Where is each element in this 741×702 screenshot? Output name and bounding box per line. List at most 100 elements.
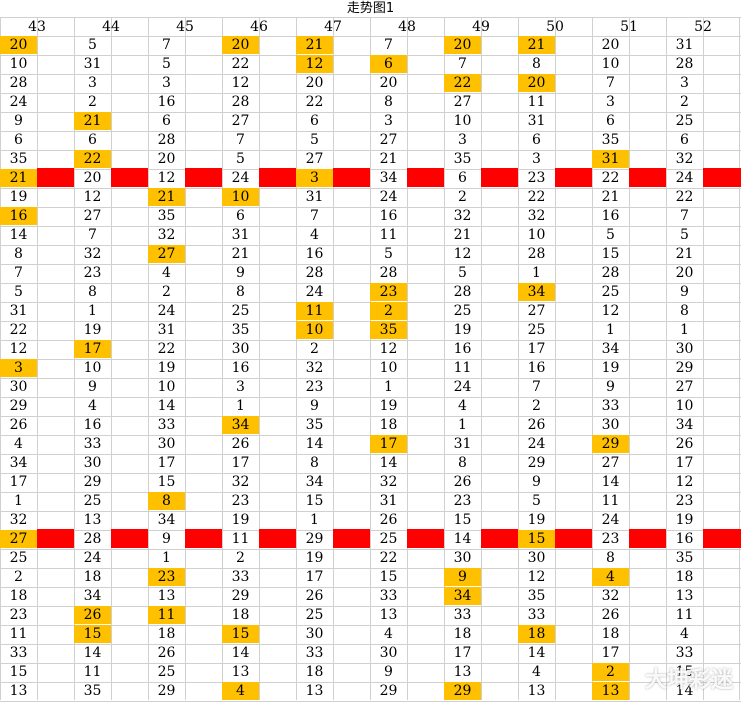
table-cell[interactable]: 26	[9, 417, 28, 433]
table-cell[interactable]: 1	[384, 379, 393, 395]
highlighted-cell[interactable]: 34	[444, 587, 481, 605]
table-cell[interactable]: 4	[310, 227, 319, 243]
table-cell[interactable]: 19	[453, 322, 472, 338]
table-cell[interactable]: 32	[305, 360, 324, 376]
table-cell[interactable]: 13	[453, 664, 472, 680]
table-cell[interactable]: 35	[9, 151, 28, 167]
table-cell[interactable]: 25	[305, 607, 324, 623]
table-cell[interactable]: 16	[231, 360, 250, 376]
table-cell[interactable]: 7	[88, 227, 97, 243]
highlighted-cell[interactable]: 6	[370, 55, 407, 73]
table-cell[interactable]: 20	[379, 75, 398, 91]
table-cell[interactable]: 31	[83, 56, 102, 72]
table-cell[interactable]: 24	[305, 284, 324, 300]
table-cell[interactable]: 17	[157, 455, 176, 471]
table-cell[interactable]: 2	[236, 550, 245, 566]
table-cell[interactable]: 30	[305, 626, 324, 642]
table-cell[interactable]: 9	[680, 284, 689, 300]
table-cell[interactable]: 5	[14, 284, 23, 300]
table-cell[interactable]: 23	[601, 531, 620, 547]
table-cell[interactable]: 17	[675, 455, 694, 471]
table-cell[interactable]: 23	[675, 493, 694, 509]
table-cell[interactable]: 14	[9, 227, 28, 243]
highlighted-cell[interactable]: 15	[222, 625, 259, 643]
table-cell[interactable]: 24	[83, 550, 102, 566]
table-cell[interactable]: 10	[83, 360, 102, 376]
table-cell[interactable]: 2	[532, 398, 541, 414]
table-cell[interactable]: 13	[231, 664, 250, 680]
table-cell[interactable]: 30	[527, 550, 546, 566]
table-cell[interactable]: 15	[453, 512, 472, 528]
table-cell[interactable]: 33	[231, 569, 250, 585]
table-cell[interactable]: 2	[680, 94, 689, 110]
table-cell[interactable]: 18	[231, 607, 250, 623]
table-cell[interactable]: 9	[384, 664, 393, 680]
table-cell[interactable]: 26	[675, 436, 694, 452]
table-cell[interactable]: 11	[675, 607, 694, 623]
highlighted-cell[interactable]: 3	[0, 359, 37, 377]
table-cell[interactable]: 22	[231, 56, 250, 72]
table-cell[interactable]: 35	[305, 417, 324, 433]
table-cell[interactable]: 10	[601, 56, 620, 72]
table-cell[interactable]: 2	[162, 284, 171, 300]
table-cell[interactable]: 5	[606, 227, 615, 243]
highlighted-cell[interactable]: 21	[148, 188, 185, 206]
highlighted-cell[interactable]: 34	[518, 283, 555, 301]
table-cell[interactable]: 10	[453, 113, 472, 129]
table-cell[interactable]: 16	[379, 208, 398, 224]
table-cell[interactable]: 12	[379, 341, 398, 357]
table-cell[interactable]: 1	[680, 322, 689, 338]
table-cell[interactable]: 13	[305, 683, 324, 699]
table-cell[interactable]: 32	[9, 512, 28, 528]
table-cell[interactable]: 31	[9, 303, 28, 319]
table-cell[interactable]: 14	[231, 645, 250, 661]
highlighted-cell[interactable]: 27	[148, 245, 185, 263]
table-cell[interactable]: 2	[88, 94, 97, 110]
table-cell[interactable]: 26	[601, 607, 620, 623]
table-cell[interactable]: 14	[675, 683, 694, 699]
table-cell[interactable]: 22	[675, 189, 694, 205]
table-cell[interactable]: 3	[162, 75, 171, 91]
table-cell[interactable]: 19	[305, 550, 324, 566]
table-cell[interactable]: 28	[9, 75, 28, 91]
table-cell[interactable]: 16	[453, 341, 472, 357]
table-cell[interactable]: 29	[527, 455, 546, 471]
highlighted-cell[interactable]: 20	[0, 36, 37, 54]
table-cell[interactable]: 5	[384, 246, 393, 262]
table-cell[interactable]: 4	[680, 626, 689, 642]
table-cell[interactable]: 34	[675, 417, 694, 433]
table-cell[interactable]: 27	[527, 303, 546, 319]
table-cell[interactable]: 14	[453, 531, 472, 547]
highlighted-cell[interactable]: 29	[444, 682, 481, 700]
highlighted-cell[interactable]: 10	[222, 188, 259, 206]
table-cell[interactable]: 7	[532, 379, 541, 395]
table-cell[interactable]: 34	[157, 512, 176, 528]
table-cell[interactable]: 17	[527, 341, 546, 357]
table-cell[interactable]: 22	[527, 189, 546, 205]
table-cell[interactable]: 18	[453, 626, 472, 642]
table-cell[interactable]: 10	[9, 56, 28, 72]
highlighted-cell[interactable]: 22	[444, 74, 481, 92]
table-cell[interactable]: 7	[236, 132, 245, 148]
table-cell[interactable]: 18	[601, 626, 620, 642]
table-cell[interactable]: 35	[157, 208, 176, 224]
table-cell[interactable]: 7	[680, 208, 689, 224]
table-cell[interactable]: 32	[453, 208, 472, 224]
table-cell[interactable]: 12	[83, 189, 102, 205]
table-cell[interactable]: 35	[601, 132, 620, 148]
table-cell[interactable]: 32	[675, 151, 694, 167]
table-cell[interactable]: 8	[606, 550, 615, 566]
table-cell[interactable]: 19	[83, 322, 102, 338]
table-cell[interactable]: 26	[305, 588, 324, 604]
table-cell[interactable]: 12	[527, 569, 546, 585]
table-cell[interactable]: 6	[310, 113, 319, 129]
table-cell[interactable]: 25	[527, 322, 546, 338]
table-cell[interactable]: 11	[83, 664, 102, 680]
table-cell[interactable]: 16	[157, 94, 176, 110]
table-cell[interactable]: 3	[606, 94, 615, 110]
table-cell[interactable]: 27	[305, 151, 324, 167]
table-cell[interactable]: 17	[9, 474, 28, 490]
table-cell[interactable]: 35	[231, 322, 250, 338]
table-cell[interactable]: 3	[680, 75, 689, 91]
table-cell[interactable]: 22	[305, 94, 324, 110]
